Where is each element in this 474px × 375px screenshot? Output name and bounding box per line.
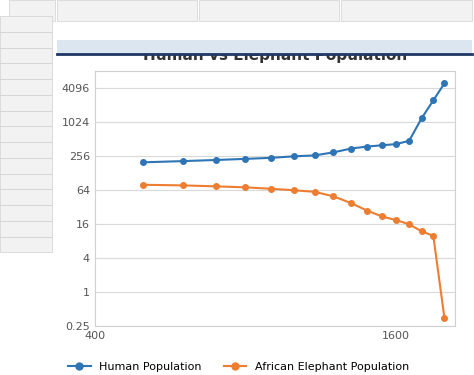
Text: C: C (265, 4, 273, 14)
Text: 18: 18 (20, 114, 32, 123)
Text: 20: 20 (20, 145, 32, 155)
Text: 15: 15 (20, 66, 32, 76)
Text: 19: 19 (20, 129, 32, 139)
Text: A: A (29, 4, 35, 14)
Text: 21: 21 (20, 161, 32, 171)
Text: 2: 2 (23, 35, 29, 45)
Text: 16: 16 (20, 82, 32, 92)
Text: B: B (123, 4, 130, 14)
Legend: Human Population, African Elephant Population: Human Population, African Elephant Popul… (64, 358, 414, 375)
Title: Human vs Elephant Population: Human vs Elephant Population (143, 48, 407, 63)
Text: 24: 24 (20, 208, 32, 218)
Text: 1: 1 (23, 19, 29, 29)
Text: 25: 25 (20, 224, 32, 234)
Text: 26: 26 (20, 240, 32, 249)
Text: D: D (402, 4, 410, 14)
Text: 23: 23 (20, 192, 32, 202)
Text: Plotting Log-Log Graph: Plotting Log-Log Graph (172, 40, 354, 54)
Text: 3: 3 (23, 51, 29, 60)
Text: 22: 22 (20, 177, 32, 186)
Text: 17: 17 (20, 98, 32, 108)
